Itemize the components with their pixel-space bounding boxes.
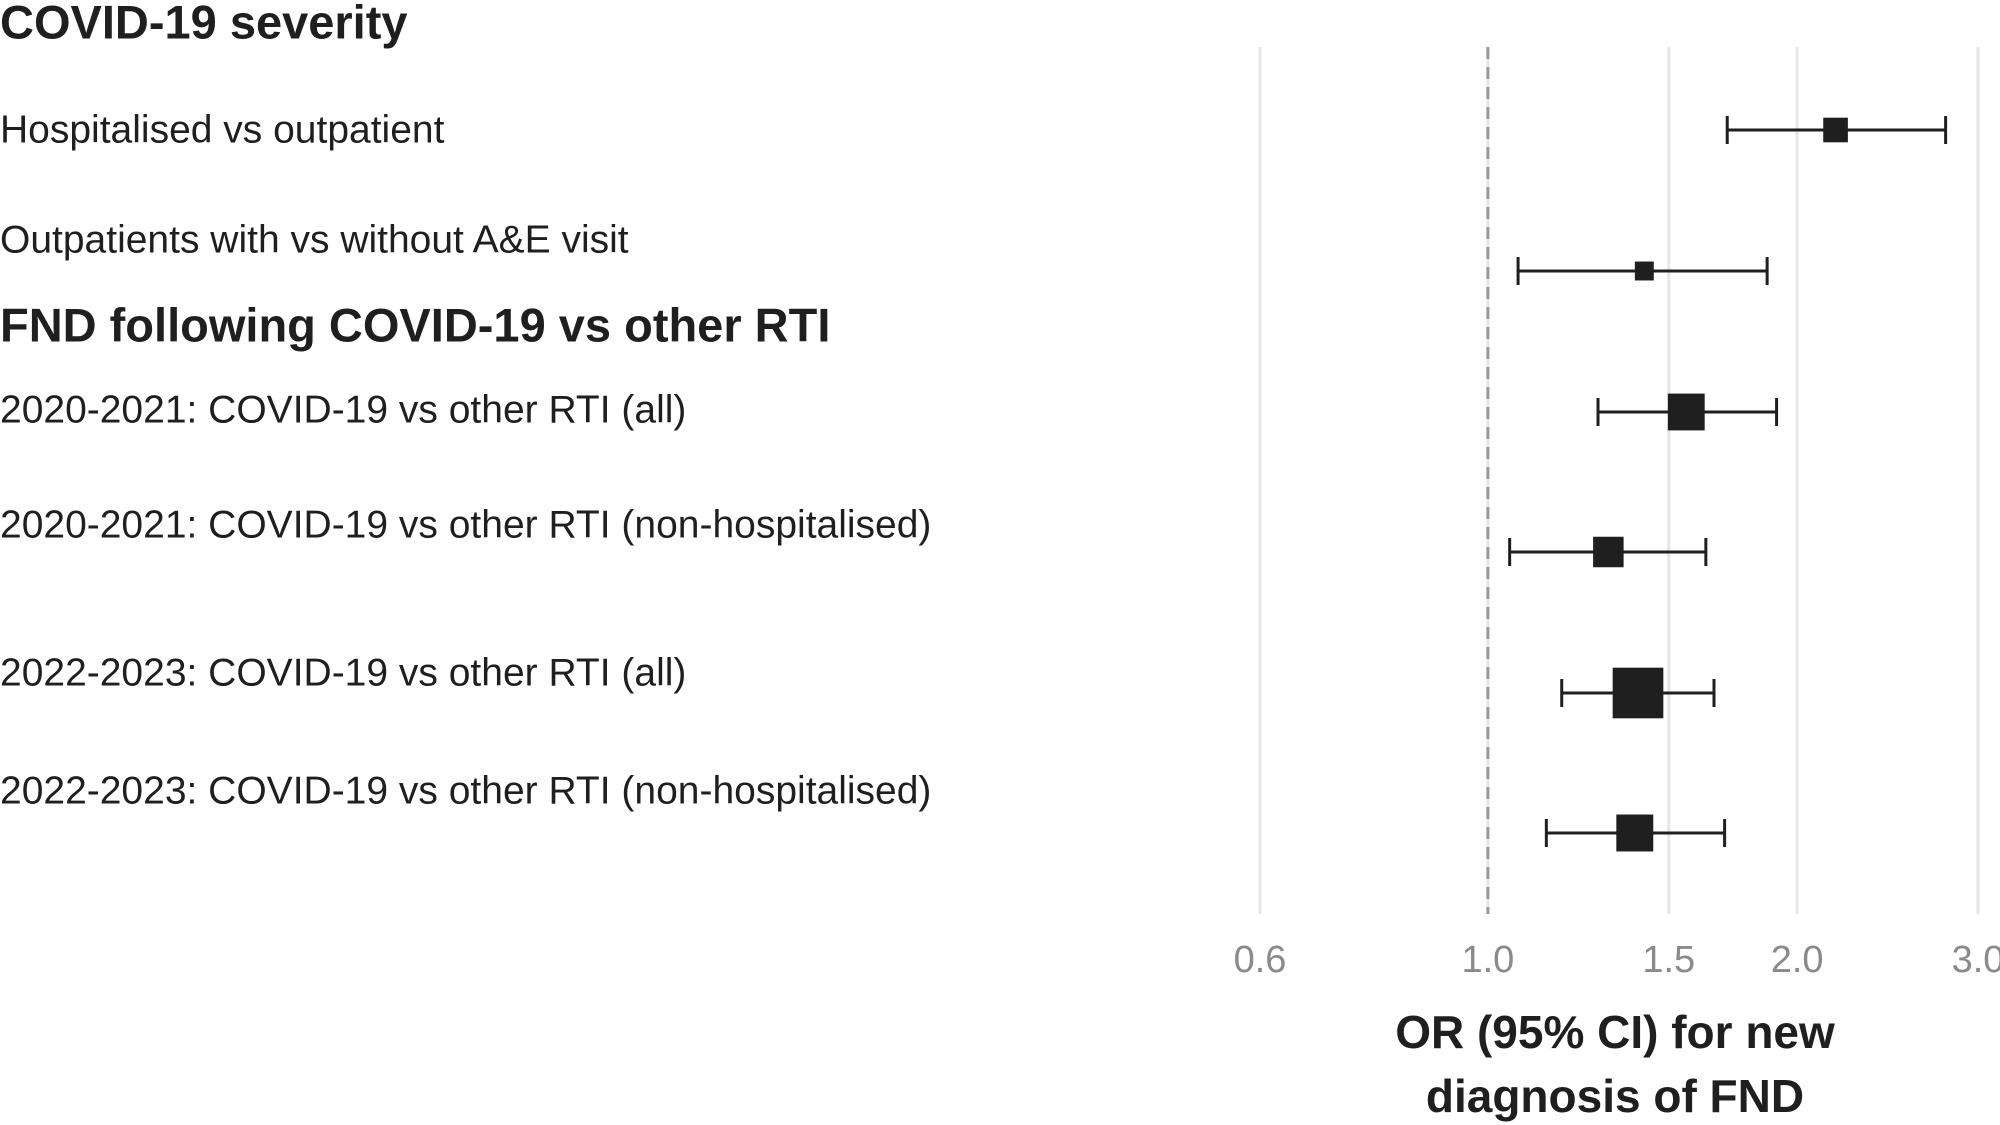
x-tick-label: 0.6 — [1234, 939, 1287, 981]
point-estimate — [1593, 536, 1624, 568]
x-tick-label: 2.0 — [1771, 939, 1824, 981]
group-title: FND following COVID-19 vs other RTI — [0, 298, 830, 351]
x-tick-label: 1.5 — [1642, 939, 1695, 981]
point-estimate — [1823, 117, 1848, 143]
row-label: 2022-2023: COVID-19 vs other RTI (all) — [0, 651, 686, 694]
x-axis-title: OR (95% CI) for new diagnosis of FND — [1395, 1006, 1835, 1122]
point-estimate — [1634, 261, 1654, 281]
row-label: Outpatients with vs without A&E visit — [0, 218, 629, 261]
x-tick-label: 1.0 — [1461, 939, 1514, 981]
point-estimate — [1667, 393, 1705, 431]
x-tick-label: 3.0 — [1952, 939, 2000, 981]
row-label: 2022-2023: COVID-19 vs other RTI (non-ho… — [0, 769, 931, 812]
row-label: 2020-2021: COVID-19 vs other RTI (non-ho… — [0, 503, 931, 546]
point-estimate — [1612, 667, 1664, 719]
row-label: Hospitalised vs outpatient — [0, 108, 445, 151]
group-title: COVID-19 severity — [0, 0, 408, 48]
point-estimate — [1616, 814, 1654, 852]
row-label: 2020-2021: COVID-19 vs other RTI (all) — [0, 388, 686, 431]
